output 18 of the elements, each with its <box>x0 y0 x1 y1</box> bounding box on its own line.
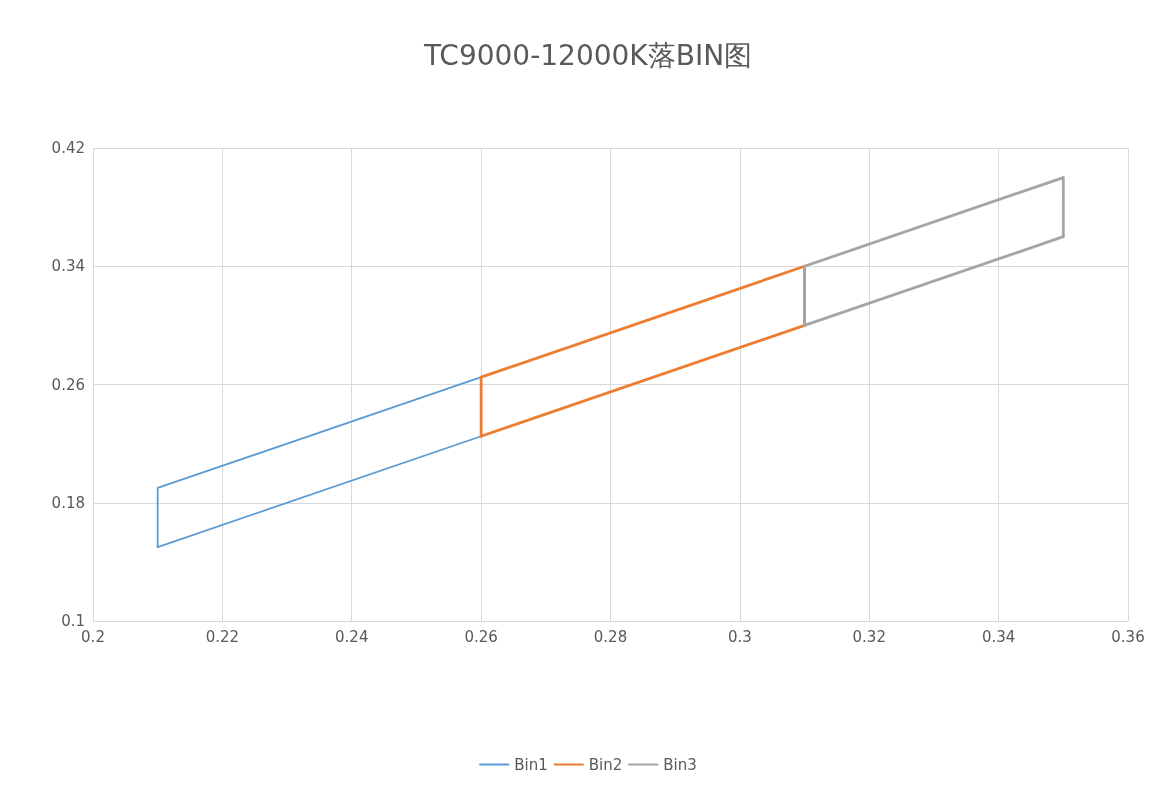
x-tick-label: 0.22 <box>205 627 240 646</box>
x-tick-label: 0.26 <box>464 627 498 646</box>
x-tick-label: 0.24 <box>335 627 369 646</box>
x-tick-label: 0.3 <box>727 627 752 646</box>
y-tick-label: 0.18 <box>51 493 85 512</box>
chart-title: TC9000-12000K落BIN图 <box>422 38 753 72</box>
x-tick-label: 0.32 <box>852 627 886 646</box>
x-tick-label: 0.2 <box>81 627 105 646</box>
legend-label: Bin2 <box>588 755 623 774</box>
y-tick-label: 0.42 <box>51 139 85 157</box>
legend-label: Bin3 <box>663 755 697 774</box>
x-tick-label: 0.34 <box>981 627 1016 646</box>
x-tick-label: 0.36 <box>1111 627 1145 646</box>
y-tick-label: 0.26 <box>51 375 85 394</box>
y-tick-label: 0.34 <box>51 257 85 276</box>
legend-label: Bin1 <box>514 755 548 774</box>
x-tick-label: 0.28 <box>593 627 628 646</box>
y-tick-label: 0.1 <box>61 612 85 630</box>
